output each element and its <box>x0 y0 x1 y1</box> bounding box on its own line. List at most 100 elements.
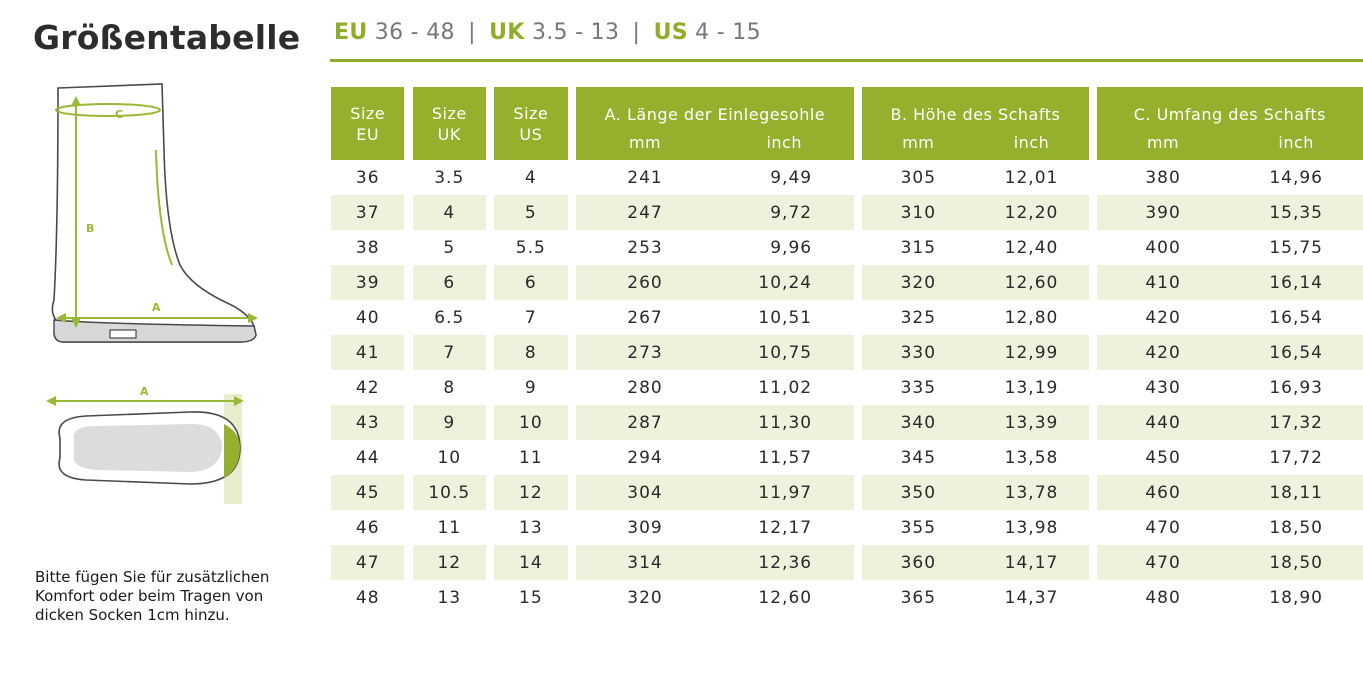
cell-size-eu: 43 <box>331 405 405 440</box>
size-table-body: 36 3.5 4 241 9,49 305 12,01 380 14,96 37 4 5 247 9,72… <box>331 160 1363 615</box>
column-gap <box>486 580 494 615</box>
header-insole-length: A. Länge der Einlegesohle <box>575 87 855 124</box>
header-size-uk: Size UK <box>412 87 486 160</box>
header-b-inch: inch <box>974 124 1089 160</box>
range-separator: | <box>632 20 641 45</box>
column-gap <box>854 230 862 265</box>
column-gap <box>1089 370 1097 405</box>
cell-shaft-circ-mm: 400 <box>1145 237 1181 258</box>
cell-size-uk: 13 <box>437 587 462 608</box>
column-gap <box>486 195 494 230</box>
cell-size-uk: 12 <box>412 545 486 580</box>
cell-shaft-circ-mm: 420 <box>1145 307 1181 328</box>
cell-insole-mm: 253 <box>627 237 663 258</box>
cell-shaft-height-mm: 345 <box>900 447 937 468</box>
cell-shaft-circ-inch: 18,11 <box>1229 475 1363 510</box>
table-row: 45 10.5 12 304 11,97 350 13,78 460 18,11 <box>331 475 1363 510</box>
sole-diagram: A <box>46 385 244 504</box>
cell-shaft-height-mm: 325 <box>900 307 937 328</box>
table-row: 40 6.5 7 267 10,51 325 12,80 420 16,54 <box>331 300 1363 335</box>
cell-shaft-height-mm: 330 <box>862 335 975 370</box>
table-row: 38 5 5.5 253 9,96 315 12,40 400 15,75 <box>331 230 1363 265</box>
column-gap <box>568 160 576 195</box>
cell-size-us: 4 <box>524 167 537 188</box>
column-gap <box>404 545 412 580</box>
cell-shaft-circ-mm: 380 <box>1145 167 1181 188</box>
column-gap <box>854 195 862 230</box>
table-row: 37 4 5 247 9,72 310 12,20 390 15,35 <box>331 195 1363 230</box>
range-uk-value: 3.5 - 13 <box>531 20 620 45</box>
header-c-inch: inch <box>1229 124 1363 160</box>
header-c-mm: mm <box>1096 124 1230 160</box>
cell-shaft-circ-inch: 17,32 <box>1229 405 1363 440</box>
cell-size-eu: 41 <box>331 335 405 370</box>
cell-insole-mm: 260 <box>575 265 715 300</box>
cell-size-us: 13 <box>519 517 543 538</box>
column-gap <box>568 335 576 370</box>
cell-shaft-height-mm: 315 <box>900 237 937 258</box>
column-gap <box>568 265 576 300</box>
cell-shaft-circ-mm: 470 <box>1145 517 1181 538</box>
column-gap <box>1089 335 1097 370</box>
cell-size-us: 7 <box>524 307 537 328</box>
cell-insole-mm: 241 <box>627 167 663 188</box>
boot-label-b: B <box>86 222 94 235</box>
table-row: 42 8 9 280 11,02 335 13,19 430 16,93 <box>331 370 1363 405</box>
column-gap <box>854 475 862 510</box>
column-gap <box>854 510 862 545</box>
table-row: 44 10 11 294 11,57 345 13,58 450 17,72 <box>331 440 1363 475</box>
header-size-us: Size US <box>494 87 568 160</box>
range-uk-key: UK <box>489 20 525 45</box>
column-gap <box>404 195 412 230</box>
cell-size-uk: 11 <box>437 517 462 538</box>
cell-shaft-circ-inch: 16,14 <box>1229 265 1363 300</box>
column-gap <box>486 475 494 510</box>
cell-size-eu: 38 <box>355 237 380 258</box>
column-gap <box>404 160 412 195</box>
column-gap <box>486 230 494 265</box>
header-b-mm: mm <box>862 124 975 160</box>
cell-shaft-circ-mm: 410 <box>1096 265 1230 300</box>
column-gap <box>404 370 412 405</box>
cell-shaft-circ-inch: 16,54 <box>1229 335 1363 370</box>
table-row: 48 13 15 320 12,60 365 14,37 480 18,90 <box>331 580 1363 615</box>
cell-size-uk: 6 <box>412 265 486 300</box>
column-gap <box>404 265 412 300</box>
column-gap <box>854 405 862 440</box>
column-gap <box>568 580 576 615</box>
column-gap <box>486 265 494 300</box>
cell-size-eu: 37 <box>331 195 405 230</box>
column-gap <box>568 405 576 440</box>
cell-shaft-height-inch: 12,01 <box>1004 167 1059 188</box>
column-gap <box>404 335 412 370</box>
header-shaft-circumference: C. Umfang des Schafts <box>1096 87 1363 124</box>
cell-insole-mm: 287 <box>575 405 715 440</box>
cell-shaft-circ-mm: 480 <box>1145 587 1181 608</box>
cell-shaft-circ-mm: 460 <box>1096 475 1230 510</box>
column-gap <box>486 510 494 545</box>
cell-size-eu: 45 <box>331 475 405 510</box>
cell-size-us: 10 <box>494 405 568 440</box>
cell-shaft-height-mm: 305 <box>900 167 937 188</box>
header-shaft-height: B. Höhe des Schafts <box>862 87 1089 124</box>
cell-size-uk: 5 <box>443 237 456 258</box>
cell-insole-inch: 12,36 <box>714 545 855 580</box>
cell-insole-mm: 304 <box>575 475 715 510</box>
cell-shaft-circ-inch: 18,50 <box>1229 545 1363 580</box>
table-row: 43 9 10 287 11,30 340 13,39 440 17,32 <box>331 405 1363 440</box>
column-gap <box>854 545 862 580</box>
cell-shaft-circ-inch: 14,96 <box>1269 167 1323 188</box>
column-gap <box>486 300 494 335</box>
cell-insole-inch: 9,72 <box>714 195 855 230</box>
size-table: Size EU Size UK Size US A. Länge der Einleg… <box>331 87 1363 615</box>
cell-insole-inch: 9,49 <box>770 167 813 188</box>
column-gap <box>568 230 576 265</box>
cell-insole-mm: 314 <box>575 545 715 580</box>
column-gap <box>854 440 862 475</box>
cell-size-eu: 44 <box>355 447 380 468</box>
cell-insole-inch: 12,17 <box>758 517 813 538</box>
cell-insole-inch: 11,02 <box>758 377 813 398</box>
column-gap <box>404 475 412 510</box>
cell-insole-mm: 247 <box>575 195 715 230</box>
cell-size-us: 9 <box>524 377 537 398</box>
